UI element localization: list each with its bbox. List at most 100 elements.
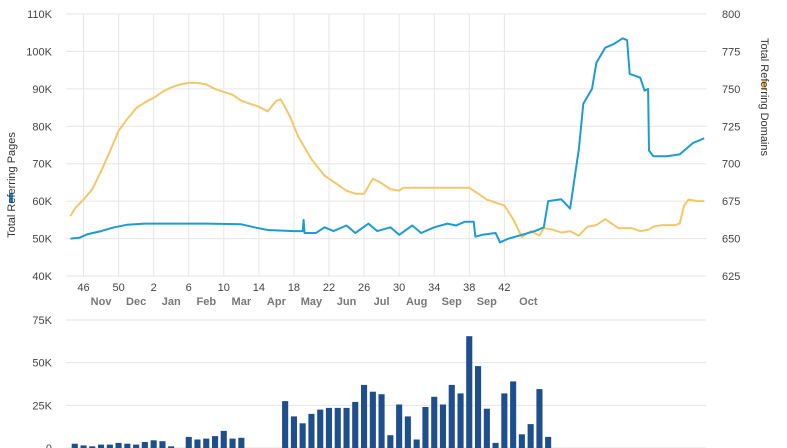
bar xyxy=(343,407,350,448)
bar xyxy=(71,443,78,448)
series-line-total-referring-domains xyxy=(69,81,705,239)
right-axis-tick-label: 775 xyxy=(722,46,740,58)
bar xyxy=(168,446,175,448)
x-axis-week-label: 50 xyxy=(112,282,124,294)
bar xyxy=(475,366,482,448)
bar xyxy=(325,407,332,448)
right-axis-tick-label: 625 xyxy=(722,271,740,283)
bar xyxy=(317,409,324,448)
x-axis-week-label: 38 xyxy=(463,282,475,294)
x-axis-week-label: 26 xyxy=(358,282,370,294)
bar-chart-bars xyxy=(71,336,552,448)
left-axis-tick-label: 40K xyxy=(32,271,52,283)
bar xyxy=(483,408,490,448)
bar xyxy=(299,423,306,448)
bar-chart-gridlines xyxy=(66,319,706,448)
x-axis-month-label: Jan xyxy=(162,296,181,308)
right-axis-tick-labels: 625 650 675 700 725 750 775 800 xyxy=(722,9,740,283)
x-axis-week-label: 2 xyxy=(151,282,157,294)
bar xyxy=(361,384,368,448)
bar xyxy=(536,389,543,448)
bar xyxy=(378,394,385,448)
bar-y-tick-label: 0 xyxy=(46,443,52,448)
x-axis-month-label: Sep xyxy=(477,296,497,308)
x-axis-month-label: Jun xyxy=(337,296,357,308)
left-axis-tick-label: 80K xyxy=(32,121,52,133)
x-axis-month-label: Feb xyxy=(196,296,216,308)
x-axis-month-label: Dec xyxy=(126,296,146,308)
bar xyxy=(229,438,236,448)
line-chart-gridlines xyxy=(66,13,706,277)
bar xyxy=(115,442,122,448)
bar xyxy=(308,413,315,448)
bar xyxy=(492,442,499,448)
bar xyxy=(413,439,420,448)
x-axis-month-label: Jul xyxy=(374,296,390,308)
bar-y-tick-label: 75K xyxy=(32,315,52,327)
left-axis-tick-label: 90K xyxy=(32,84,52,96)
bar xyxy=(466,336,473,448)
x-axis-week-label: 22 xyxy=(323,282,335,294)
right-axis-tick-label: 700 xyxy=(722,159,740,171)
bar xyxy=(545,436,552,448)
bar xyxy=(290,416,297,448)
bar xyxy=(501,393,508,448)
bar xyxy=(141,442,148,448)
bar xyxy=(80,445,87,448)
left-axis-tick-label: 100K xyxy=(26,46,52,58)
bar xyxy=(448,384,455,448)
bar xyxy=(159,441,166,448)
x-axis-month-label: May xyxy=(301,296,323,308)
bar xyxy=(106,444,113,448)
bar xyxy=(387,435,394,448)
bar xyxy=(220,430,227,448)
right-axis-tick-label: 750 xyxy=(722,84,740,96)
bar-y-tick-label: 50K xyxy=(32,358,52,370)
bar xyxy=(369,391,376,448)
bar xyxy=(124,443,131,448)
left-axis-tick-label: 50K xyxy=(32,234,52,246)
bar xyxy=(89,446,96,448)
left-axis-legend-swatch xyxy=(9,193,13,203)
left-axis-tick-label: 70K xyxy=(32,159,52,171)
x-axis-month-label: Oct xyxy=(519,296,538,308)
bar xyxy=(510,381,517,448)
x-axis-month-label: Nov xyxy=(91,296,113,308)
right-axis-tick-label: 650 xyxy=(722,234,740,246)
x-axis-week-label: 42 xyxy=(498,282,510,294)
bar xyxy=(212,436,219,448)
bar xyxy=(282,401,289,448)
right-axis-tick-label: 800 xyxy=(722,9,740,21)
bar xyxy=(334,407,341,448)
bar xyxy=(185,436,192,448)
left-axis-tick-label: 60K xyxy=(32,196,52,208)
bar-y-tick-label: 25K xyxy=(32,400,52,412)
bar xyxy=(457,393,464,448)
right-axis-tick-label: 725 xyxy=(722,121,740,133)
x-axis-week-label: 34 xyxy=(428,282,440,294)
left-axis-tick-label: 110K xyxy=(27,9,53,21)
series-line-total-referring-pages xyxy=(70,37,705,244)
left-axis-title: Total Referring Pages xyxy=(6,132,18,238)
bar xyxy=(518,434,525,448)
bar xyxy=(404,416,411,448)
x-axis-week-label: 6 xyxy=(186,282,192,294)
right-axis-tick-label: 675 xyxy=(722,196,740,208)
bar xyxy=(396,404,403,448)
bar xyxy=(431,396,438,448)
x-axis-week-label: 14 xyxy=(253,282,265,294)
bar xyxy=(352,401,359,448)
bar xyxy=(527,424,534,448)
right-axis-legend-swatch xyxy=(762,80,766,90)
bar xyxy=(238,437,245,448)
x-axis-month-label: Apr xyxy=(267,296,287,308)
x-axis-week-label: 30 xyxy=(393,282,405,294)
bar xyxy=(133,444,140,448)
bar-chart-y-tick-labels: 0 25K 50K 75K xyxy=(32,315,52,448)
x-axis-month-label: Mar xyxy=(232,296,252,308)
right-axis-title: Total Referring Domains xyxy=(758,38,770,156)
x-axis-week-label: 18 xyxy=(288,282,300,294)
bar xyxy=(150,440,157,448)
